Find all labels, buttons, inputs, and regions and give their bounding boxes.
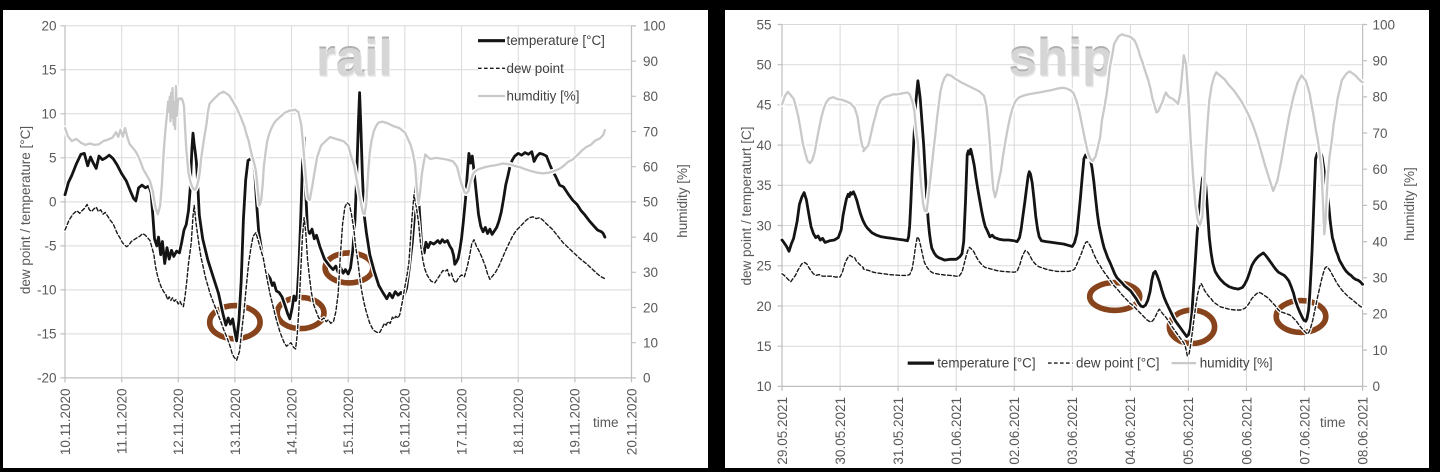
svg-text:dew point / temperaturt [C]: dew point / temperaturt [C] (739, 126, 754, 285)
svg-text:01.06.2021: 01.06.2021 (949, 397, 964, 465)
svg-text:20: 20 (643, 300, 658, 315)
svg-text:dew point: dew point (507, 61, 565, 76)
svg-text:time: time (593, 415, 619, 430)
svg-text:31.05.2021: 31.05.2021 (891, 397, 906, 465)
svg-text:80: 80 (643, 89, 658, 104)
svg-text:30.05.2021: 30.05.2021 (833, 397, 848, 465)
svg-text:dew point [°C]: dew point [°C] (1076, 356, 1160, 371)
svg-text:14.11.2020: 14.11.2020 (284, 389, 299, 456)
svg-text:06.06.2021: 06.06.2021 (1239, 397, 1254, 465)
svg-text:-20: -20 (37, 371, 57, 386)
svg-text:0: 0 (643, 371, 651, 386)
svg-text:40: 40 (643, 230, 658, 245)
svg-text:25: 25 (756, 259, 771, 274)
svg-text:11.11.2020: 11.11.2020 (115, 389, 130, 455)
svg-text:temperature [°C]: temperature [°C] (507, 33, 605, 48)
svg-text:70: 70 (643, 124, 658, 139)
svg-text:100: 100 (643, 19, 666, 34)
svg-text:07.06.2021: 07.06.2021 (1297, 397, 1312, 465)
svg-text:5: 5 (49, 151, 57, 166)
svg-text:40: 40 (1373, 234, 1388, 249)
svg-text:55: 55 (756, 17, 771, 32)
svg-text:10.11.2020: 10.11.2020 (58, 389, 73, 456)
svg-text:04.06.2021: 04.06.2021 (1123, 397, 1138, 465)
svg-text:08.06.2021: 08.06.2021 (1355, 397, 1370, 465)
svg-text:15: 15 (41, 63, 56, 78)
svg-text:-15: -15 (37, 327, 57, 342)
svg-text:30: 30 (1373, 271, 1388, 286)
svg-text:45: 45 (756, 98, 771, 113)
svg-text:dew point / temperature [°C]: dew point / temperature [°C] (18, 126, 33, 294)
svg-text:05.06.2021: 05.06.2021 (1181, 397, 1196, 465)
svg-text:16.11.2020: 16.11.2020 (398, 389, 413, 456)
svg-text:70: 70 (1373, 126, 1388, 141)
svg-text:30: 30 (643, 265, 658, 280)
svg-text:ship: ship (1009, 28, 1114, 85)
svg-text:60: 60 (643, 160, 658, 175)
svg-text:20: 20 (41, 19, 56, 34)
svg-text:80: 80 (1373, 90, 1388, 105)
svg-text:29.05.2021: 29.05.2021 (775, 397, 790, 465)
svg-text:50: 50 (1373, 198, 1388, 213)
svg-text:-10: -10 (37, 283, 57, 298)
svg-text:100: 100 (1373, 17, 1396, 32)
svg-text:50: 50 (756, 58, 771, 73)
svg-text:10: 10 (756, 379, 771, 394)
svg-text:rail: rail (316, 28, 393, 85)
svg-text:10: 10 (643, 336, 658, 351)
svg-text:rail: rail (316, 30, 393, 87)
svg-text:90: 90 (1373, 54, 1388, 69)
svg-text:humidity [%]: humidity [%] (1200, 356, 1273, 371)
svg-text:0: 0 (1373, 379, 1381, 394)
svg-text:0: 0 (49, 195, 57, 210)
svg-text:19.11.2020: 19.11.2020 (568, 389, 583, 456)
svg-text:ship: ship (1009, 30, 1114, 87)
svg-text:time: time (1320, 415, 1346, 430)
svg-text:humidity [%]: humidity [%] (675, 164, 690, 238)
svg-text:rail: rail (317, 31, 394, 88)
svg-text:30: 30 (756, 218, 771, 233)
svg-text:13.11.2020: 13.11.2020 (228, 389, 243, 456)
svg-text:12.11.2020: 12.11.2020 (171, 389, 186, 456)
svg-text:10: 10 (41, 107, 56, 122)
svg-text:60: 60 (1373, 162, 1388, 177)
svg-text:20.11.2020: 20.11.2020 (624, 389, 639, 456)
svg-text:15.11.2020: 15.11.2020 (341, 389, 356, 456)
svg-text:-5: -5 (44, 239, 56, 254)
svg-text:35: 35 (756, 178, 771, 193)
svg-text:humditiy [%]: humditiy [%] (507, 89, 580, 104)
svg-text:50: 50 (643, 195, 658, 210)
svg-text:03.06.2021: 03.06.2021 (1065, 397, 1080, 465)
svg-text:20: 20 (756, 299, 771, 314)
svg-text:15: 15 (756, 339, 771, 354)
svg-text:10: 10 (1373, 343, 1388, 358)
svg-text:02.06.2021: 02.06.2021 (1007, 397, 1022, 465)
svg-text:humidity [%]: humidity [%] (1402, 167, 1417, 241)
svg-text:temperature [°C]: temperature [°C] (937, 356, 1035, 371)
svg-text:40: 40 (756, 138, 771, 153)
svg-text:18.11.2020: 18.11.2020 (511, 389, 526, 456)
svg-text:20: 20 (1373, 307, 1388, 322)
svg-text:90: 90 (643, 54, 658, 69)
svg-text:17.11.2020: 17.11.2020 (454, 389, 469, 456)
svg-text:ship: ship (1010, 31, 1115, 88)
